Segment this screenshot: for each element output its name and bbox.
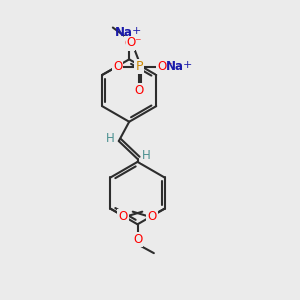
Text: Na: Na	[166, 60, 184, 73]
Text: O: O	[133, 233, 142, 246]
Text: O: O	[147, 210, 157, 223]
Text: H: H	[106, 132, 114, 145]
Text: O: O	[124, 38, 134, 50]
Text: +: +	[132, 26, 141, 36]
Text: O: O	[113, 60, 122, 73]
Text: P: P	[135, 60, 143, 73]
Text: +: +	[182, 60, 192, 70]
Text: O⁻: O⁻	[157, 60, 172, 73]
Text: O: O	[118, 210, 128, 223]
Text: H: H	[142, 149, 151, 162]
Text: O: O	[134, 84, 144, 97]
Text: O⁻: O⁻	[127, 36, 142, 50]
Text: Na: Na	[115, 26, 133, 39]
